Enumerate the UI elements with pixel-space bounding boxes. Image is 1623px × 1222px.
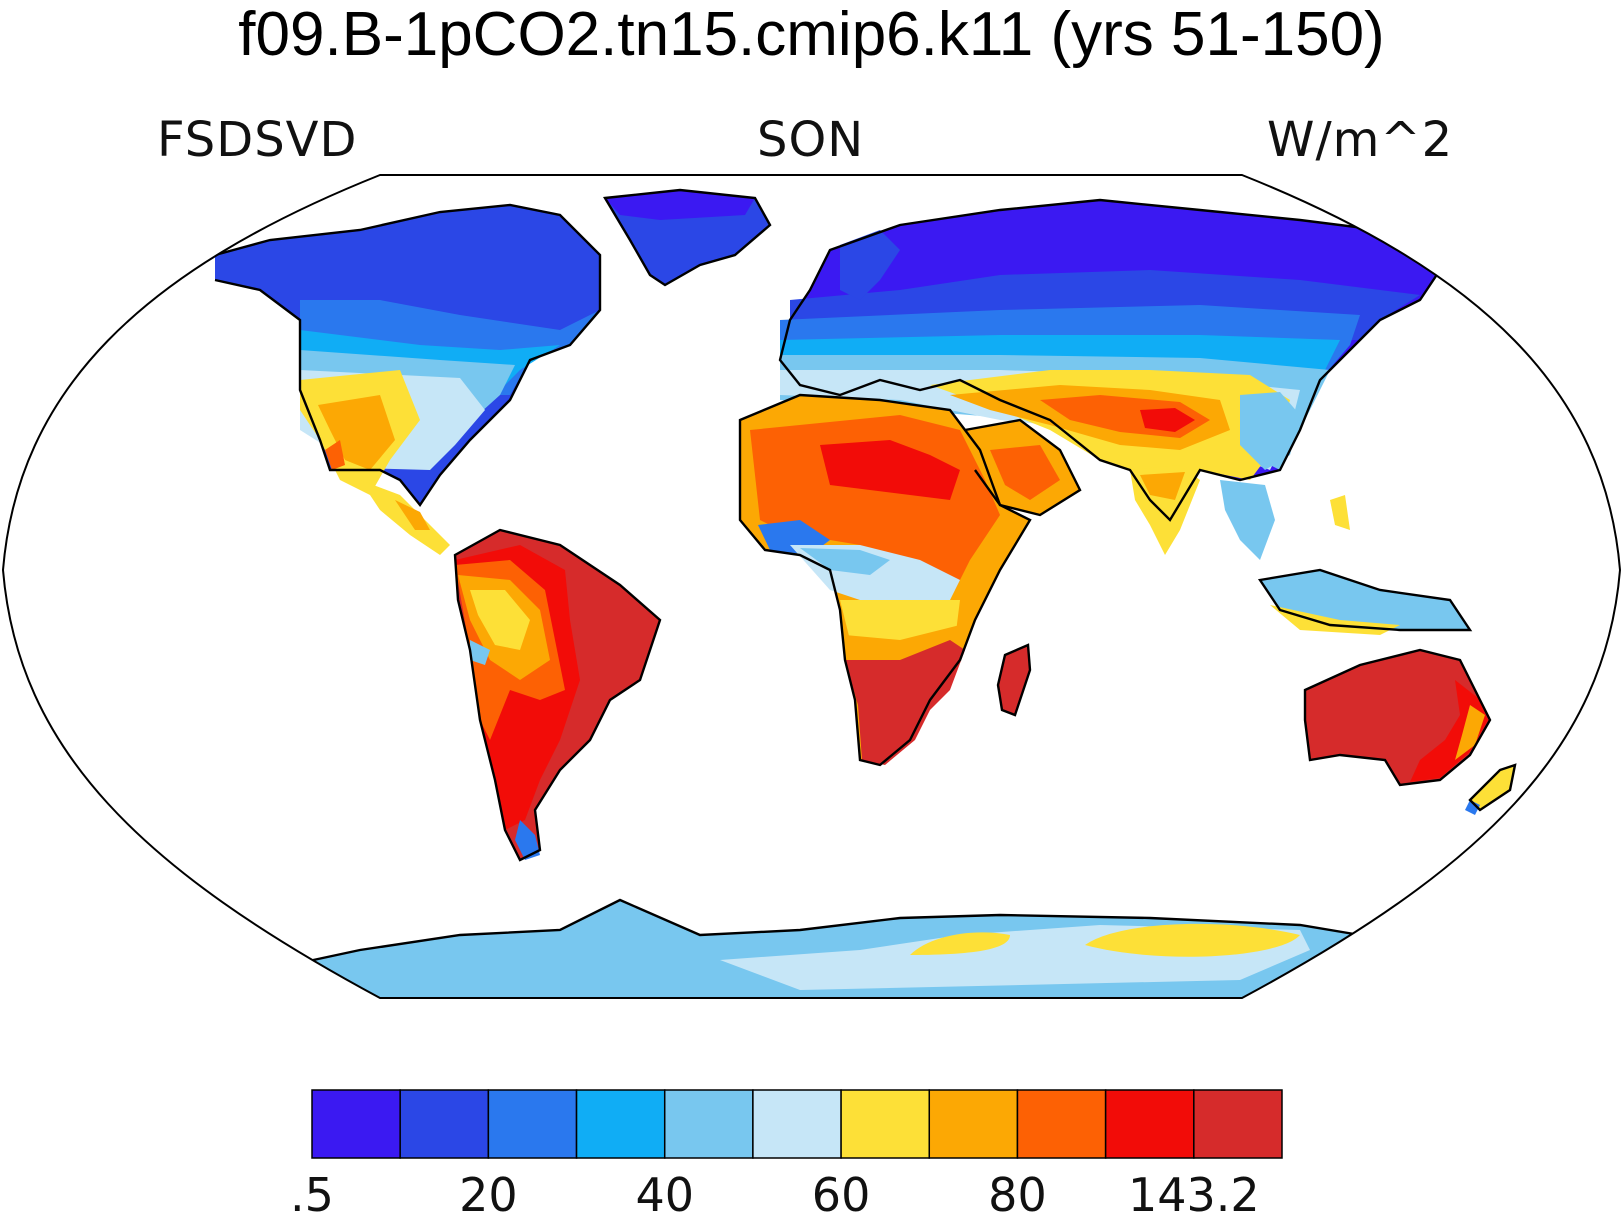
- central-america-orange: [395, 500, 430, 530]
- colorbar-tick-label: 143.2: [1127, 1168, 1260, 1222]
- colorbar-swatch: [311, 1089, 401, 1159]
- africa-red: [820, 440, 960, 500]
- antarctica-yellow-2: [1085, 923, 1300, 957]
- asia-red: [1140, 408, 1195, 432]
- philippines: [1330, 495, 1350, 530]
- colorbar-swatch: [399, 1089, 490, 1159]
- colorbar-swatch: [752, 1089, 842, 1159]
- south-america-tip: [515, 820, 540, 860]
- africa-south-darkred: [845, 640, 965, 765]
- new-zealand: [1470, 765, 1515, 810]
- china-paleblue: [1240, 392, 1300, 470]
- colorbar-swatch: [575, 1089, 666, 1159]
- southeast-asia: [1220, 480, 1275, 560]
- colorbar-swatch: [1104, 1089, 1195, 1159]
- colorbar-tick-label: 60: [811, 1168, 871, 1222]
- colorbar-tick-label: 40: [635, 1168, 694, 1222]
- coastlines: [214, 188, 1517, 967]
- australia-orange-edge: [1455, 705, 1485, 760]
- greenland-top: [605, 190, 755, 220]
- colorbar-swatch: [928, 1089, 1019, 1159]
- antarctica-yellow-1: [910, 932, 1010, 955]
- new-zealand-blue: [1465, 800, 1480, 815]
- arabia-red: [990, 445, 1060, 500]
- colorbar-tick-label: 20: [459, 1168, 518, 1222]
- madagascar: [998, 645, 1030, 715]
- season-label: SON: [757, 112, 865, 168]
- africa-central-lightblue: [800, 548, 890, 575]
- variable-label: FSDSVD: [157, 112, 358, 168]
- north-america-dark-orange: [325, 440, 345, 470]
- south-america-andes: [470, 640, 490, 665]
- india-orange: [1140, 472, 1185, 500]
- australia-red-edge: [1410, 680, 1488, 782]
- map-title: f09.B-1pCO2.tn15.cmip6.k11 (yrs 51-150): [238, 0, 1385, 69]
- north-america-orange: [318, 395, 395, 470]
- colorbar-tick-label: .5: [290, 1168, 334, 1222]
- central-america: [360, 480, 450, 555]
- colorbar-swatch: [1016, 1089, 1107, 1159]
- colorbar-swatch: [663, 1089, 754, 1159]
- scandinavia: [840, 230, 900, 300]
- units-label: W/m^2: [1267, 112, 1454, 168]
- colorbar-swatch: [1193, 1089, 1283, 1159]
- colorbar-swatch: [840, 1089, 931, 1159]
- globe-outline: [1, 174, 1622, 999]
- colorbar-tick-label: 80: [988, 1168, 1047, 1222]
- south-america-yellow: [470, 590, 530, 650]
- land-fields: [215, 190, 1515, 998]
- colorbar: [311, 1089, 1283, 1159]
- colorbar-swatch: [487, 1089, 578, 1159]
